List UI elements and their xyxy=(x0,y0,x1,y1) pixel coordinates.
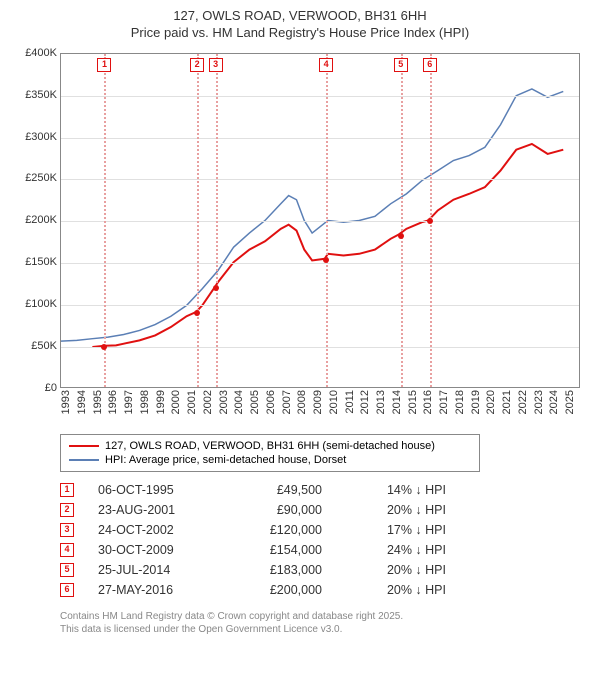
y-axis-label: £400K xyxy=(25,47,57,59)
x-axis-label: 2021 xyxy=(501,390,513,414)
transactions-table: 106-OCT-1995£49,50014% ↓ HPI223-AUG-2001… xyxy=(60,480,590,600)
x-axis-label: 2018 xyxy=(454,390,466,414)
x-axis-label: 2008 xyxy=(296,390,308,414)
x-axis-label: 2016 xyxy=(422,390,434,414)
x-axis-label: 2002 xyxy=(202,390,214,414)
x-axis-label: 2014 xyxy=(391,390,403,414)
x-axis-label: 2013 xyxy=(375,390,387,414)
x-axis-label: 1995 xyxy=(92,390,104,414)
legend-item: 127, OWLS ROAD, VERWOOD, BH31 6HH (semi-… xyxy=(69,439,471,453)
chart-marker: 2 xyxy=(190,58,204,72)
chart-marker: 1 xyxy=(97,58,111,72)
x-axis-label: 1994 xyxy=(76,390,88,414)
x-axis-label: 2001 xyxy=(186,390,198,414)
transaction-row: 525-JUL-2014£183,00020% ↓ HPI xyxy=(60,560,590,580)
chart: £0 £50K £100K £150K £200K £250K £300K £350K £400… xyxy=(10,48,590,428)
y-axis-label: £250K xyxy=(25,172,57,184)
x-axis-label: 1996 xyxy=(107,390,119,414)
x-axis-label: 2005 xyxy=(249,390,261,414)
x-axis-label: 1997 xyxy=(123,390,135,414)
transaction-row: 223-AUG-2001£90,00020% ↓ HPI xyxy=(60,500,590,520)
y-axis-label: £50K xyxy=(31,340,57,352)
x-axis-label: 1998 xyxy=(139,390,151,414)
x-axis-label: 2011 xyxy=(344,390,356,414)
chart-marker: 3 xyxy=(209,58,223,72)
chart-plot-area: 123456 xyxy=(60,53,580,388)
x-axis-label: 2015 xyxy=(407,390,419,414)
x-axis-label: 2020 xyxy=(485,390,497,414)
chart-marker: 5 xyxy=(394,58,408,72)
y-axis-label: £350K xyxy=(25,89,57,101)
x-axis-label: 2025 xyxy=(564,390,576,414)
transaction-row: 324-OCT-2002£120,00017% ↓ HPI xyxy=(60,520,590,540)
x-axis-label: 2006 xyxy=(265,390,277,414)
x-axis-label: 1999 xyxy=(155,390,167,414)
x-axis-label: 2012 xyxy=(359,390,371,414)
x-axis-label: 2003 xyxy=(218,390,230,414)
y-axis-label: £150K xyxy=(25,256,57,268)
x-axis-label: 2009 xyxy=(312,390,324,414)
x-axis-label: 1993 xyxy=(60,390,72,414)
x-axis-label: 2022 xyxy=(517,390,529,414)
y-axis-label: £200K xyxy=(25,214,57,226)
x-axis-label: 2019 xyxy=(470,390,482,414)
x-axis-label: 2007 xyxy=(281,390,293,414)
y-axis-label: £0 xyxy=(45,382,57,394)
x-axis-label: 2004 xyxy=(233,390,245,414)
legend: 127, OWLS ROAD, VERWOOD, BH31 6HH (semi-… xyxy=(60,434,480,472)
chart-marker: 6 xyxy=(423,58,437,72)
x-axis-label: 2024 xyxy=(548,390,560,414)
y-axis-label: £300K xyxy=(25,131,57,143)
x-axis-label: 2010 xyxy=(328,390,340,414)
chart-marker: 4 xyxy=(319,58,333,72)
y-axis-label: £100K xyxy=(25,298,57,310)
x-axis-label: 2017 xyxy=(438,390,450,414)
footer-attribution: Contains HM Land Registry data © Crown c… xyxy=(60,610,590,636)
transaction-row: 627-MAY-2016£200,00020% ↓ HPI xyxy=(60,580,590,600)
transaction-row: 430-OCT-2009£154,00024% ↓ HPI xyxy=(60,540,590,560)
legend-item: HPI: Average price, semi-detached house,… xyxy=(69,453,471,467)
transaction-row: 106-OCT-1995£49,50014% ↓ HPI xyxy=(60,480,590,500)
x-axis-label: 2023 xyxy=(533,390,545,414)
x-axis-label: 2000 xyxy=(170,390,182,414)
chart-title: 127, OWLS ROAD, VERWOOD, BH31 6HH Price … xyxy=(10,8,590,42)
